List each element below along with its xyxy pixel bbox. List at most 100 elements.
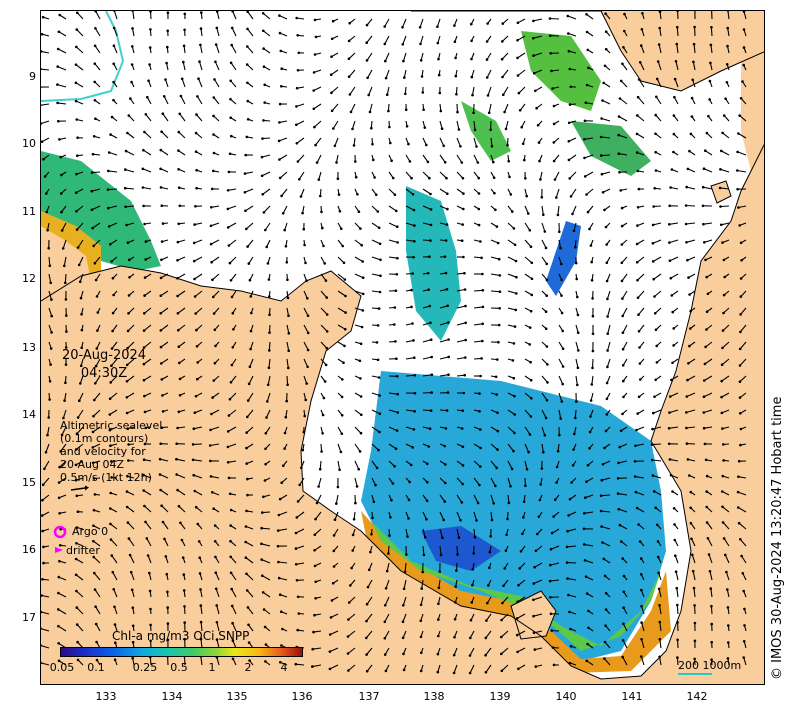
velocity-arrow-head [600, 117, 603, 120]
velocity-arrow-head [76, 658, 80, 662]
velocity-arrow-head [92, 135, 96, 138]
velocity-arrow-head [76, 416, 80, 419]
velocity-arrow-head [194, 312, 197, 315]
velocity-arrow [213, 97, 220, 105]
velocity-arrow-head [550, 531, 554, 535]
velocity-arrow [245, 205, 254, 212]
velocity-arrow-head [585, 193, 588, 196]
velocity-arrow [501, 35, 509, 42]
y-tick-15: 15 [22, 476, 36, 489]
velocity-arrow-head [440, 127, 444, 130]
velocity-arrow-head [471, 93, 474, 97]
velocity-arrow-head [176, 312, 180, 315]
velocity-arrow [473, 460, 481, 468]
velocity-arrow-head [568, 497, 572, 501]
velocity-arrow-head [658, 11, 662, 14]
velocity-arrow [337, 273, 346, 280]
velocity-arrow [93, 556, 101, 564]
velocity-arrow-head [550, 629, 554, 632]
velocity-arrow [558, 341, 564, 349]
velocity-arrow-head [142, 362, 146, 366]
velocity-arrow [622, 324, 628, 333]
map-time: 04:30Z [80, 366, 128, 381]
velocity-arrow [541, 443, 544, 453]
velocity-arrow-head [347, 57, 351, 61]
velocity-arrow [215, 572, 220, 581]
velocity-arrow-head [567, 121, 571, 125]
velocity-arrow-head [422, 108, 425, 111]
velocity-arrow-head [650, 458, 654, 462]
velocity-arrow [366, 596, 373, 605]
velocity-arrow-head [706, 292, 710, 296]
velocity-arrow-head [210, 260, 213, 264]
velocity-arrow [676, 588, 679, 598]
velocity-arrow-head [639, 378, 642, 381]
velocity-arrow-head [160, 258, 163, 262]
velocity-arrow [638, 307, 645, 316]
velocity-arrow [127, 522, 135, 530]
velocity-arrow-head [738, 380, 742, 384]
velocity-arrow-head [446, 192, 449, 195]
velocity-arrow-head [487, 111, 491, 115]
velocity-arrow-head [551, 646, 555, 649]
map-canvas[interactable] [40, 10, 765, 685]
velocity-arrow-head [401, 26, 404, 29]
velocity-arrow-head [516, 21, 520, 25]
velocity-arrow-head [279, 661, 282, 664]
velocity-arrow-head [410, 288, 413, 292]
velocity-arrow-head [369, 550, 372, 554]
velocity-arrow-head [521, 532, 524, 536]
velocity-arrow-head [702, 411, 706, 414]
velocity-arrow-head [587, 626, 590, 630]
velocity-arrow-head [604, 591, 608, 595]
velocity-arrow-head [45, 210, 49, 214]
velocity-arrow-head [385, 93, 389, 96]
velocity-arrow-head [591, 366, 594, 370]
velocity-arrow-head [195, 345, 199, 348]
velocity-arrow-head [328, 633, 332, 636]
velocity-arrow-head [177, 504, 181, 508]
velocity-arrow-head [454, 74, 458, 78]
velocity-arrow [635, 491, 645, 496]
velocity-arrow-head [143, 222, 146, 226]
velocity-arrow-head [739, 277, 743, 280]
velocity-arrow-head [673, 523, 676, 526]
velocity-arrow-head [261, 193, 264, 196]
velocity-arrow-head [603, 446, 606, 450]
velocity-arrow-head [183, 621, 186, 624]
velocity-arrow [606, 290, 611, 300]
velocity-arrow [76, 222, 84, 230]
velocity-arrow [500, 630, 509, 638]
velocity-arrow-head [720, 379, 723, 383]
velocity-arrow-head [344, 311, 347, 314]
x-tick-136: 136 [291, 690, 313, 703]
velocity-arrow [692, 61, 696, 71]
velocity-arrow [524, 222, 531, 231]
velocity-arrow-head [617, 507, 621, 511]
velocity-arrow-head [621, 314, 624, 318]
velocity-arrow [249, 358, 254, 367]
velocity-arrow-head [227, 414, 231, 417]
velocity-arrow-head [588, 227, 591, 231]
velocity-arrow [401, 18, 407, 28]
velocity-arrow-head [264, 643, 268, 646]
velocity-arrow-head [166, 638, 170, 642]
velocity-arrow [329, 664, 339, 670]
velocity-arrow-head [263, 625, 267, 629]
velocity-arrow-head [75, 606, 79, 609]
velocity-arrow [193, 474, 203, 479]
velocity-arrow [585, 494, 594, 499]
velocity-arrow [456, 494, 463, 503]
velocity-arrow [505, 120, 509, 130]
velocity-arrow-head [246, 606, 250, 609]
velocity-arrow [652, 256, 662, 262]
velocity-arrow [365, 630, 373, 639]
velocity-arrow [143, 474, 152, 479]
velocity-arrow-head [742, 589, 745, 593]
velocity-arrow-head [212, 96, 216, 99]
velocity-arrow-head [198, 60, 201, 63]
velocity-arrow-head [419, 635, 423, 639]
velocity-arrow-head [371, 142, 374, 146]
velocity-arrow [211, 409, 220, 415]
velocity-arrow-head [384, 603, 387, 607]
